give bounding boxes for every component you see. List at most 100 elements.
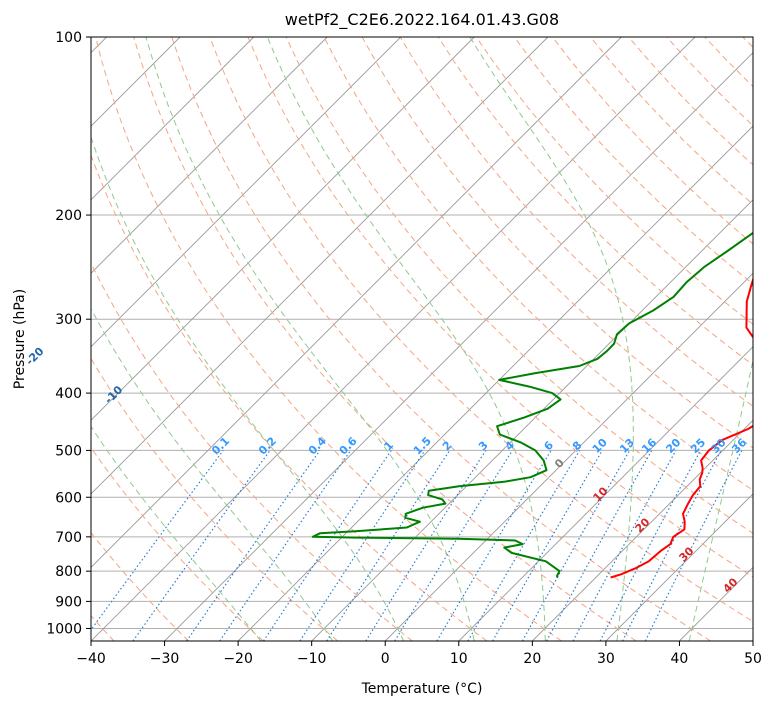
dry-adiabat-line [91,446,264,641]
moist-adiabat-label: 0 [552,456,567,471]
isotherm-line [458,346,753,641]
mixing-ratio-line [186,450,321,641]
x-tick-label: 50 [744,651,762,667]
dry-adiabat-line [171,37,711,641]
y-tick-label: 1000 [46,621,82,637]
mixing-ratio-label: 20 [663,436,683,456]
mixing-ratio-label: 0.2 [256,434,279,457]
mixing-ratio-line [132,450,271,641]
mixing-ratio-label: 0.4 [306,434,329,457]
mixing-ratio-line [91,450,224,631]
moist-adiabat-line [469,37,634,641]
isotherm-line [605,493,753,641]
mixing-ratio-label: 8 [570,439,585,454]
mixing-ratio-label: 3 [476,439,491,454]
moist-adiabat-label: 30 [677,544,697,564]
isotherm-line [531,419,753,641]
y-tick-label: 500 [55,443,82,459]
dry-adiabat-line [209,37,753,623]
mixing-ratio-line [326,450,451,641]
moist-adiabat-line [91,307,334,641]
dry-adiabats [91,37,753,641]
dry-adiabat-line [742,37,753,48]
mixing-ratio-line [521,450,631,641]
dry-adiabat-line [285,37,753,534]
skewed-isotherms [91,37,753,641]
dry-adiabat-line [552,37,753,245]
isotherm-line [679,566,753,641]
mixing-ratio-lines [91,450,743,641]
plot-frame [90,36,754,642]
dry-adiabat-line [513,37,753,285]
x-tick-label: 0 [381,651,390,667]
chart-title: wetPf2_C2E6.2022.164.01.43.G08 [285,10,559,30]
line-labels: -100-90-80-70-60-50-40-30-20-100.10.20.4… [23,344,749,595]
isotherm-line [311,199,753,641]
mixing-ratio-line [299,450,426,641]
moist-adiabat-label: 20 [633,515,653,535]
mixing-ratio-line [436,450,552,641]
isotherm-line [752,640,753,641]
temperature-profile-line [610,276,753,579]
isotherm-line [91,37,549,495]
dry-adiabat-line [247,37,753,578]
y-tick-label: 900 [55,594,82,610]
moist-adiabat-label: 10 [591,484,611,504]
mixing-ratio-label: 2 [440,439,455,454]
x-tick-label: −40 [76,651,106,667]
profile-series [311,231,753,579]
mixing-ratio-label: 16 [639,436,659,456]
y-axis-label: Pressure (hPa) [12,289,28,389]
dry-adiabat-line [475,37,753,325]
dry-adiabat-label: -10 [102,383,125,406]
dry-adiabat-line [437,37,753,366]
mixing-ratio-label: 1 [381,439,396,454]
y-axis-ticks: 100 200 300 400 500 600 700 800 900 1000 [46,30,91,637]
plot-area [91,37,775,641]
moist-adiabat-line [91,425,262,641]
mixing-ratio-line [262,450,392,641]
dry-adiabat-line [133,37,637,641]
dry-adiabat-line [704,37,753,88]
isotherm-line [91,37,622,569]
dry-adiabat-line [91,262,413,641]
isotherm-line [91,37,328,274]
isotherm-line [91,37,696,641]
x-axis-label: Temperature (°C) [361,681,483,697]
dry-adiabat-line [91,154,488,641]
x-tick-label: 10 [450,651,468,667]
y-tick-label: 700 [55,530,82,546]
moist-adiabats [91,37,775,641]
mixing-ratio-line [546,450,653,641]
y-tick-label: 100 [55,30,82,46]
moist-adiabat-line [688,358,753,641]
x-tick-label: −10 [297,651,327,667]
dry-adiabat-line [95,37,562,641]
moist-adiabat-line [266,37,546,641]
isotherm-line [164,51,753,641]
mixing-ratio-label: 25 [688,436,708,456]
y-tick-label: 800 [55,564,82,580]
moist-adiabat-line [762,37,775,641]
isotherm-line [237,125,753,641]
mixing-ratio-line [622,450,722,641]
y-tick-label: 400 [55,386,82,402]
y-tick-label: 300 [55,312,82,328]
mixing-ratio-label: 1.5 [411,434,434,457]
dry-adiabat-line [91,357,339,641]
dewpoint-profile-line [311,231,753,578]
isotherm-line [91,37,402,348]
isotherm-line [384,272,753,641]
y-tick-label: 600 [55,490,82,506]
x-tick-label: 20 [523,651,541,667]
mixing-ratio-label: 0.6 [337,434,360,457]
x-tick-label: 30 [597,651,615,667]
mixing-ratio-label: 13 [617,436,637,456]
mixing-ratio-line [644,450,743,641]
mixing-ratio-line [394,450,513,641]
x-tick-label: −20 [223,651,253,667]
mixing-ratio-label: 0.1 [209,434,232,457]
dry-adiabat-line [361,37,753,449]
mixing-ratio-line [572,450,677,641]
